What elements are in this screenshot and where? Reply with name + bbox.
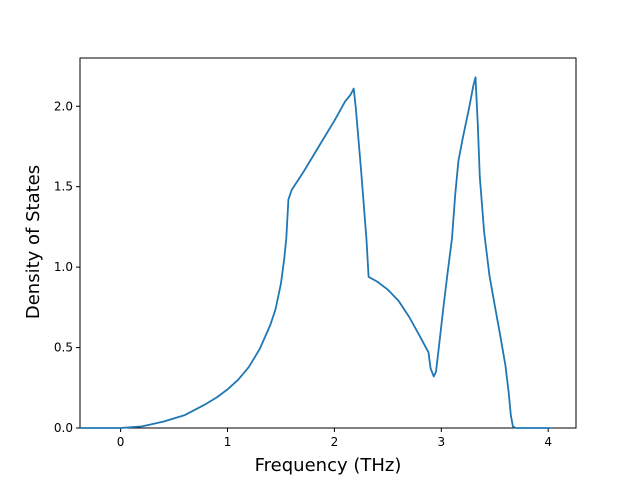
x-tick-label: 2 [331,435,339,449]
x-tick-label: 4 [544,435,552,449]
x-tick-label: 3 [437,435,445,449]
plot-area-frame [79,57,577,429]
x-axis-ticks: 0 1 2 3 4 [117,428,552,449]
x-axis-label: Frequency (THz) [255,455,402,476]
y-tick-label: 1.5 [54,180,73,194]
dos-series-line [80,76,552,429]
y-tick-label: 1.0 [54,260,73,274]
y-axis-ticks: 0.0 0.5 1.0 1.5 2.0 [54,99,80,435]
y-tick-label: 0.0 [54,421,73,435]
y-tick-label: 0.5 [54,341,73,355]
y-axis-label: Density of States [23,165,44,319]
x-tick-label: 0 [117,435,125,449]
x-tick-label: 1 [224,435,232,449]
y-tick-label: 2.0 [54,99,73,113]
